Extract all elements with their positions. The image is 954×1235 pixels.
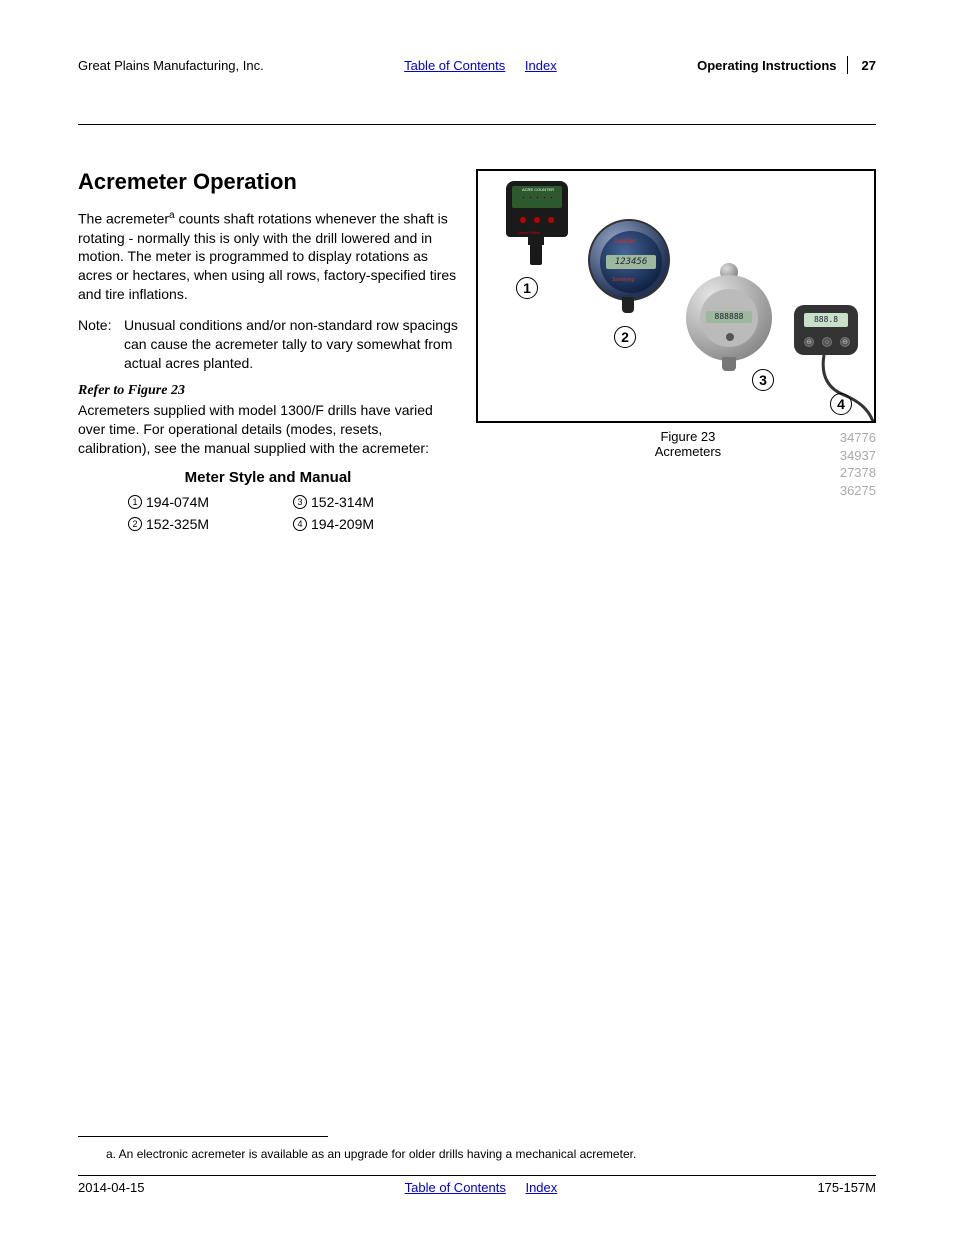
page-footer: 2014-04-15 Table of Contents Index 175-1… bbox=[78, 1180, 876, 1195]
circled-1-icon: 1 bbox=[128, 495, 142, 509]
toc-link[interactable]: Table of Contents bbox=[404, 58, 505, 73]
acremeter-3-icon: 888888 bbox=[686, 275, 772, 361]
header-separator bbox=[847, 56, 848, 74]
figure-caption-text: Acremeters bbox=[536, 444, 840, 459]
acremeter-4-icon: 888.8 ⊖○⊖ bbox=[794, 305, 858, 355]
section-name: Operating Instructions bbox=[697, 58, 836, 73]
footer-date: 2014-04-15 bbox=[78, 1180, 145, 1195]
footer-doc-number: 175-157M bbox=[817, 1180, 876, 1195]
circled-4-icon: 4 bbox=[830, 393, 852, 415]
callout-3: 3 bbox=[752, 369, 778, 391]
note-block: Note: Unusual conditions and/or non-stan… bbox=[78, 316, 458, 373]
table-heading: Meter Style and Manual bbox=[78, 469, 458, 486]
note-text: Unusual conditions and/or non-standard r… bbox=[124, 316, 458, 373]
footnote-a: a. An electronic acremeter is available … bbox=[78, 1137, 876, 1161]
meter4-lcd: 888.8 bbox=[804, 313, 848, 327]
meter2-brand: DataTec bbox=[614, 239, 636, 245]
figure-code: 34937 bbox=[840, 447, 876, 465]
manual-code: 152-325M bbox=[146, 516, 209, 532]
figure-code: 36275 bbox=[840, 482, 876, 500]
section-title: Acremeter Operation bbox=[78, 169, 458, 195]
note-label: Note: bbox=[78, 316, 124, 373]
manual-table: 1 194-074M 3 152-314M 2 152-325M 4 194-2… bbox=[78, 494, 458, 532]
manual-row: 4 194-209M bbox=[293, 516, 408, 532]
circled-2-icon: 2 bbox=[614, 326, 636, 348]
meter3-lcd: 888888 bbox=[706, 311, 752, 323]
figure-code: 27378 bbox=[840, 464, 876, 482]
meter1-logo: Great Plains bbox=[518, 230, 540, 235]
footer-toc-link[interactable]: Table of Contents bbox=[405, 1180, 506, 1195]
manual-code: 194-209M bbox=[311, 516, 374, 532]
circled-4-icon: 4 bbox=[293, 517, 307, 531]
figure-code: 34776 bbox=[840, 429, 876, 447]
manual-code: 194-074M bbox=[146, 494, 209, 510]
callout-2: 2 bbox=[614, 326, 640, 348]
acremeter-1-icon: ACRE COUNTER Great Plains bbox=[506, 181, 568, 237]
circled-2-icon: 2 bbox=[128, 517, 142, 531]
footer-rule bbox=[78, 1175, 876, 1176]
manual-row: 3 152-314M bbox=[293, 494, 408, 510]
meter2-lcd: 123456 bbox=[606, 255, 656, 269]
acremeter-2-icon: DataTec 123456 Surveying bbox=[588, 219, 670, 301]
para1-pre: The acremeter bbox=[78, 211, 169, 227]
page-number: 27 bbox=[862, 58, 876, 73]
meter1-label: ACRE COUNTER bbox=[522, 187, 554, 192]
footer-index-link[interactable]: Index bbox=[525, 1180, 557, 1195]
meter2-sub: Surveying bbox=[612, 277, 634, 283]
para2: Acremeters supplied with model 1300/F dr… bbox=[78, 401, 458, 458]
manual-row: 1 194-074M bbox=[128, 494, 243, 510]
page-header: Great Plains Manufacturing, Inc. Table o… bbox=[78, 56, 876, 74]
circled-3-icon: 3 bbox=[752, 369, 774, 391]
callout-4: 4 bbox=[830, 393, 856, 415]
index-link[interactable]: Index bbox=[525, 58, 557, 73]
figure-reference: Refer to Figure 23 bbox=[78, 383, 458, 399]
manual-code: 152-314M bbox=[311, 494, 374, 510]
manual-row: 2 152-325M bbox=[128, 516, 243, 532]
intro-paragraph: The acremetera counts shaft rotations wh… bbox=[78, 209, 458, 304]
circled-3-icon: 3 bbox=[293, 495, 307, 509]
header-rule bbox=[78, 124, 876, 125]
circled-1-icon: 1 bbox=[516, 277, 538, 299]
company-name: Great Plains Manufacturing, Inc. bbox=[78, 58, 264, 73]
callout-1: 1 bbox=[516, 277, 542, 299]
figure-23: ACRE COUNTER Great Plains DataTec 123456 bbox=[476, 169, 876, 423]
figure-number: Figure 23 bbox=[536, 429, 840, 444]
